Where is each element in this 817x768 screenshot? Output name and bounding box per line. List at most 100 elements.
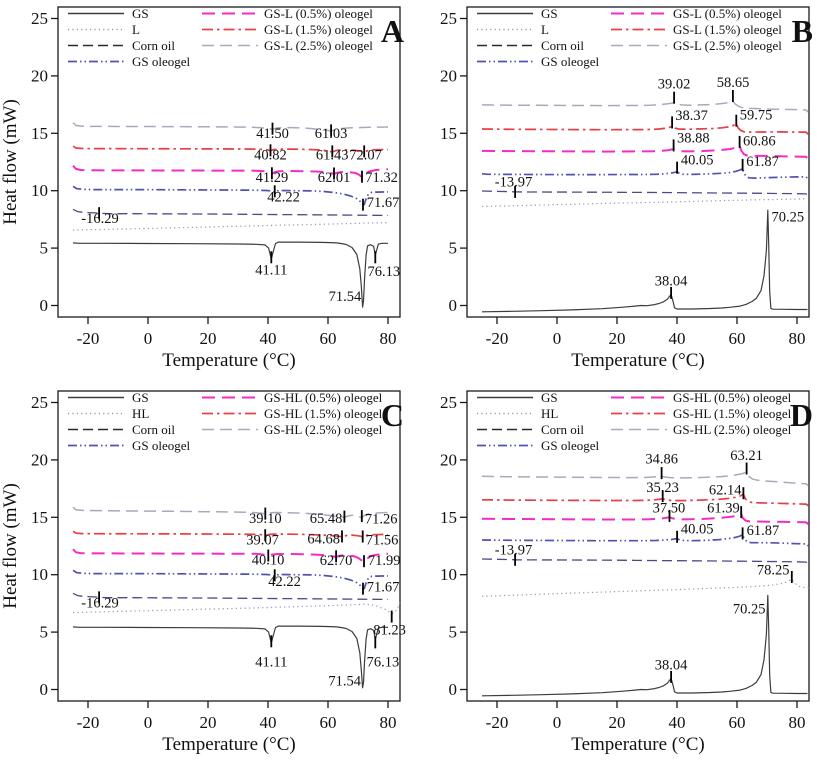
- x-axis-title: Temperature (°C): [162, 350, 295, 371]
- panel-letter: C: [381, 397, 404, 433]
- curve-gs-hl-0-5-oleogel: [72, 548, 389, 563]
- panel-d: -20 0 20 40 60 80 0 5 10 15 20 25 Temperature (°C) 38…: [409, 384, 817, 768]
- curve-gs-l-0-5-oleogel: [481, 144, 809, 160]
- annotation-label: 65.48: [310, 511, 343, 527]
- annotation-label: 39.02: [658, 77, 691, 93]
- annotation-label: 42.22: [268, 574, 301, 590]
- x-tick-label: -20: [77, 713, 100, 732]
- legend-label: Corn oil: [541, 422, 584, 437]
- annotation-label: 71.26: [365, 512, 398, 528]
- panel-b-chart: -20 0 20 40 60 80 0 5 10 15 20 25 Temperature (°C) 38…: [440, 6, 813, 371]
- x-tick-label: 40: [260, 713, 277, 732]
- legend-label: GS-L (0.5%) oleogel: [673, 6, 782, 21]
- annotation-label: 61.39: [707, 501, 740, 517]
- curve-gs-oleogel: [481, 167, 809, 180]
- y-tick-label: 25: [31, 9, 48, 28]
- annotation-label: 35.23: [646, 480, 679, 496]
- curve-hl: [481, 578, 810, 597]
- curve-gs-hl-1-5-oleogel: [72, 530, 388, 538]
- y-tick-label: 10: [440, 181, 457, 200]
- annotation-label: 71.32: [365, 170, 398, 186]
- curve-gs-hl-2-5-oleogel: [72, 506, 389, 519]
- x-tick-label: 20: [200, 713, 217, 732]
- y-tick-label: 10: [31, 181, 48, 200]
- curve-l: [481, 198, 808, 208]
- annotation-label: 40.05: [681, 521, 714, 537]
- legend-label: GS oleogel: [541, 54, 600, 69]
- annotation-label: 39.10: [249, 511, 282, 527]
- y-tick-label: 25: [31, 393, 48, 412]
- y-tick-label: 25: [440, 393, 457, 412]
- y-tick-label: 5: [40, 623, 49, 642]
- y-tick-label: 5: [449, 239, 458, 258]
- x-tick-label: -20: [77, 329, 100, 348]
- annotation-label: 81.23: [373, 622, 406, 638]
- x-tick-label: 20: [609, 329, 626, 348]
- legend-label: Corn oil: [132, 38, 175, 53]
- legend-label: Corn oil: [132, 422, 175, 437]
- y-tick-label: 20: [440, 66, 457, 85]
- y-tick-label: 0: [449, 680, 458, 699]
- legend-label: GS: [132, 6, 149, 21]
- y-tick-label: 15: [31, 124, 48, 143]
- curve-gs-hl-2-5-oleogel: [481, 471, 809, 487]
- y-tick-label: 15: [440, 508, 457, 527]
- x-tick-label: 60: [320, 329, 337, 348]
- curve-corn-oil: [72, 208, 389, 217]
- annotation-label: 58.65: [717, 75, 750, 91]
- legend-label: Corn oil: [541, 38, 584, 53]
- curve-corn-oil: [481, 558, 809, 565]
- annotation-label: 41.29: [256, 170, 289, 186]
- legend-label: GS-HL (1.5%) oleogel: [264, 406, 383, 421]
- annotation-label: -16.29: [81, 595, 118, 611]
- annotation-label: 71.67: [367, 579, 400, 595]
- plot-box: [466, 390, 810, 702]
- plot-box: [57, 390, 401, 702]
- x-tick-label: 20: [609, 713, 626, 732]
- annotation-label: 40.10: [252, 552, 285, 568]
- annotation-label: 40.05: [681, 152, 714, 168]
- x-tick-label: 0: [553, 713, 562, 732]
- y-tick-label: 25: [440, 9, 457, 28]
- legend-label: GS oleogel: [132, 54, 191, 69]
- curve-gs-l-1-5-oleogel: [481, 122, 809, 136]
- annotation-label: 71.99: [368, 553, 401, 569]
- annotation-label: 61.43: [316, 148, 349, 164]
- legend-label: GS-HL (0.5%) oleogel: [673, 390, 792, 405]
- annotation-label: -16.29: [81, 211, 118, 227]
- annotation-label: 38.04: [655, 273, 688, 289]
- x-tick-label: 80: [380, 329, 397, 348]
- legend-label: GS-HL (2.5%) oleogel: [264, 422, 383, 437]
- curve-corn-oil: [481, 190, 809, 197]
- legend-label: L: [132, 22, 140, 37]
- x-tick-label: 40: [669, 713, 686, 732]
- panel-d-chart: -20 0 20 40 60 80 0 5 10 15 20 25 Temperature (°C) 38…: [440, 390, 813, 755]
- annotation-label: 63.21: [730, 448, 763, 464]
- curve-l: [72, 221, 389, 231]
- panel-a-chart: -20 0 20 40 60 80 0 5 10 15 20 25 Temperature (°C) He…: [0, 6, 404, 371]
- x-tick-label: -20: [486, 713, 509, 732]
- annotation-label: -13.97: [495, 543, 532, 559]
- legend-label: GS: [541, 6, 558, 21]
- annotation-label: 37.50: [653, 501, 686, 517]
- annotation-label: 62.01: [318, 170, 351, 186]
- x-tick-label: 0: [144, 329, 153, 348]
- annotation-label: 61.87: [747, 523, 780, 539]
- plot-box: [57, 6, 401, 318]
- plot-box: [466, 6, 810, 318]
- x-tick-label: 60: [320, 713, 337, 732]
- legend-label: GS-L (1.5%) oleogel: [264, 22, 373, 37]
- y-tick-label: 10: [440, 565, 457, 584]
- x-axis-title: Temperature (°C): [571, 350, 704, 371]
- annotation-label: 71.56: [366, 532, 399, 548]
- annotation-label: 41.11: [255, 263, 287, 279]
- annotation-label: -13.97: [495, 175, 532, 191]
- y-tick-label: 10: [31, 565, 48, 584]
- legend-label: GS oleogel: [132, 438, 191, 453]
- curve-gs-hl-0-5-oleogel: [481, 512, 810, 525]
- annotation-label: 34.86: [645, 451, 678, 467]
- annotation-label: 71.67: [367, 195, 400, 211]
- y-tick-label: 0: [40, 296, 49, 315]
- annotation-label: 76.13: [367, 264, 400, 280]
